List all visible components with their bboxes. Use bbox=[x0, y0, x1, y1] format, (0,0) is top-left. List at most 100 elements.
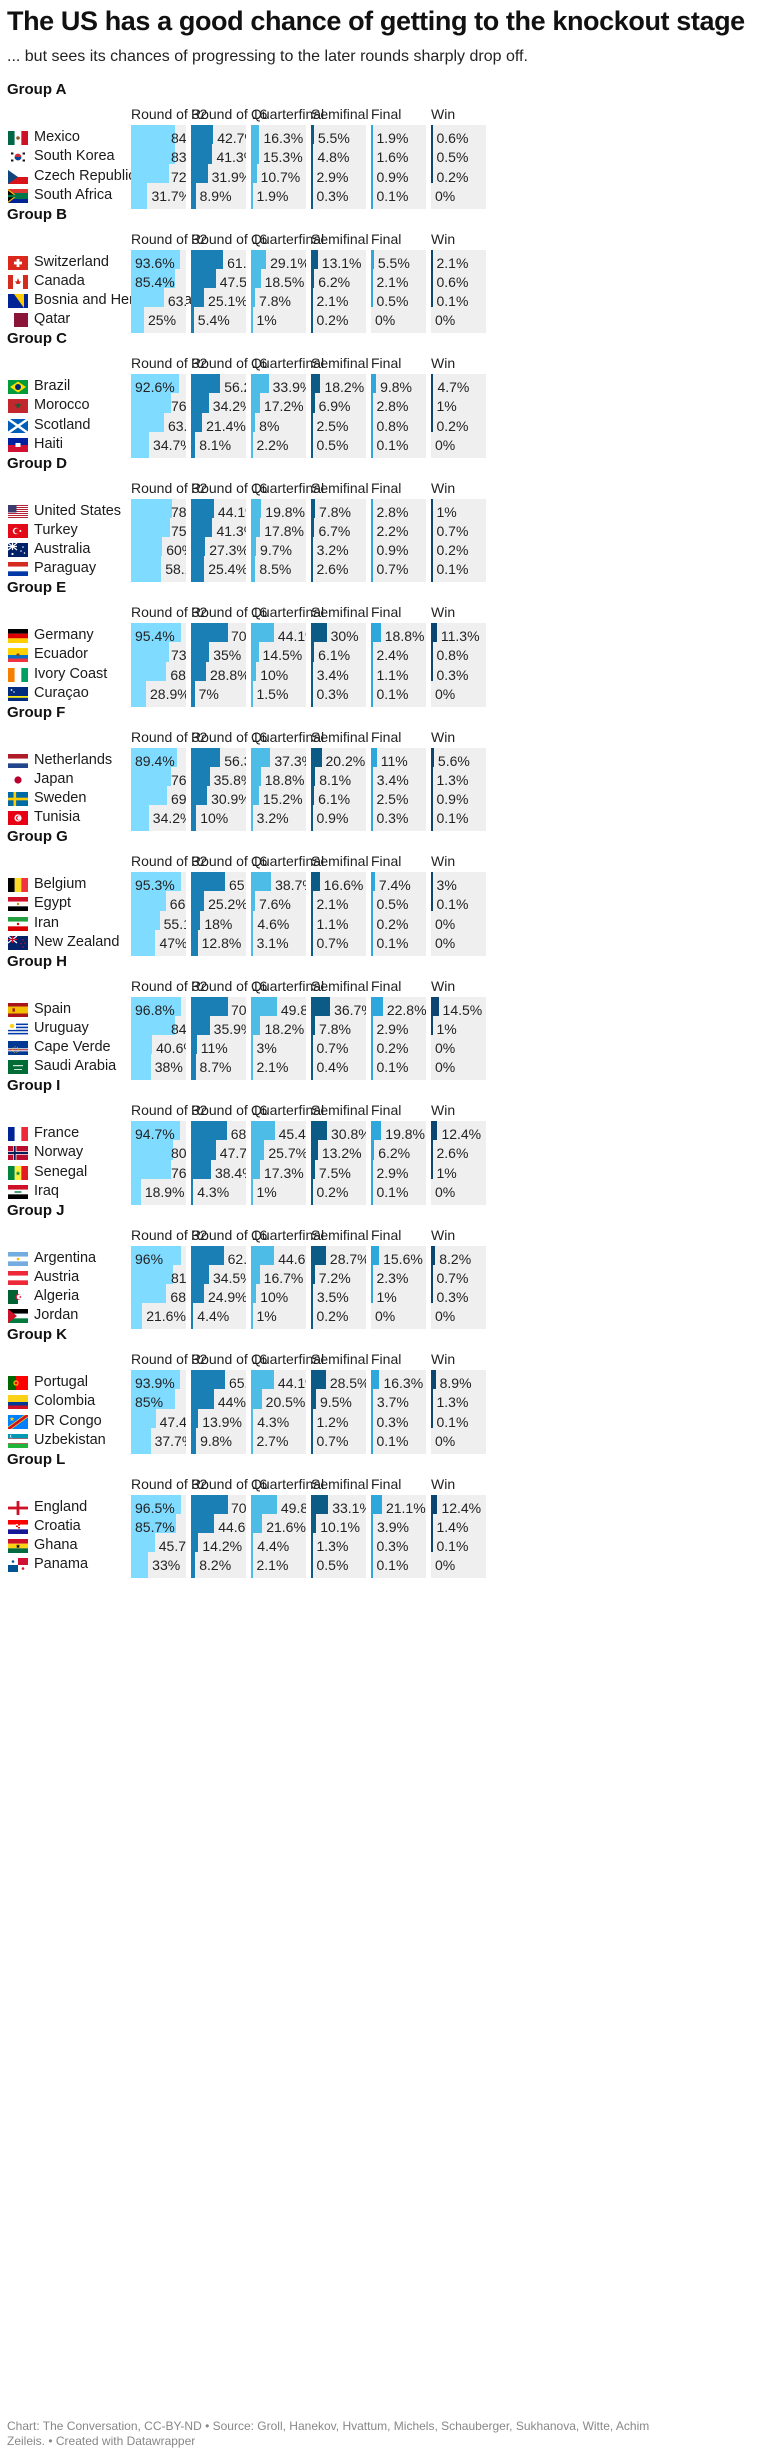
value-label: 1.3% bbox=[316, 1538, 349, 1555]
team-name: Tunisia bbox=[34, 809, 81, 826]
value-bar bbox=[431, 249, 433, 276]
cell-round-of-16: 31.9% bbox=[191, 163, 246, 190]
value-bar bbox=[131, 929, 156, 956]
cell-round-of-16: 25.4% bbox=[191, 556, 246, 583]
netherlands-flag bbox=[8, 753, 28, 768]
value-label: 44.6% bbox=[278, 1250, 306, 1267]
column-header-quarterfinal: Quarterfinal bbox=[251, 1351, 325, 1367]
value-label: 6.2% bbox=[378, 1145, 411, 1162]
value-label: 3.5% bbox=[316, 1289, 349, 1306]
value-label: 66.9% bbox=[169, 896, 186, 913]
value-label: 37.3% bbox=[274, 752, 306, 769]
value-label: 84% bbox=[171, 130, 186, 146]
column-header-win: Win bbox=[431, 977, 456, 994]
team-name: England bbox=[34, 1498, 88, 1515]
value-label: 41.3% bbox=[216, 522, 246, 539]
value-bar bbox=[371, 517, 373, 544]
column-header-win: Win bbox=[431, 728, 456, 745]
scotland-flag bbox=[8, 418, 28, 433]
cell-round-of-32: 18.9% bbox=[131, 1178, 186, 1205]
value-label: 31.7% bbox=[151, 187, 186, 204]
cell-round-of-16: 8.9% bbox=[191, 182, 246, 209]
team-name: Egypt bbox=[34, 895, 72, 912]
cell-semifinal: 0.3% bbox=[311, 680, 366, 707]
value-label: 8.1% bbox=[319, 771, 352, 788]
value-bar bbox=[251, 163, 257, 190]
cell-final: 0.1% bbox=[371, 929, 426, 956]
value-label: 38.7% bbox=[275, 877, 306, 893]
value-bar bbox=[311, 1054, 313, 1081]
value-label: 3% bbox=[256, 1040, 277, 1057]
column-header-final: Final bbox=[371, 853, 402, 869]
value-label: 35.8% bbox=[213, 771, 246, 788]
value-label: 0.1% bbox=[436, 810, 469, 827]
belgium-flag bbox=[8, 878, 28, 892]
cell-quarterfinal: 1.5% bbox=[251, 680, 306, 707]
value-label: 1% bbox=[256, 1308, 277, 1325]
team-name: South Africa bbox=[34, 186, 113, 203]
value-label: 0.1% bbox=[376, 187, 409, 204]
value-label: 18.8% bbox=[264, 771, 305, 788]
value-bar bbox=[371, 1370, 380, 1396]
value-bar bbox=[191, 929, 198, 956]
switzerland-flag bbox=[8, 255, 28, 270]
value-bar bbox=[251, 182, 253, 209]
value-label: 19.8% bbox=[265, 503, 305, 520]
value-label: 2.1% bbox=[316, 896, 349, 913]
cell-final: 0.1% bbox=[371, 1552, 426, 1579]
value-bar bbox=[431, 891, 433, 918]
value-bar bbox=[251, 1427, 253, 1454]
value-bar bbox=[191, 1303, 194, 1330]
team-name: Iraq bbox=[34, 1182, 59, 1199]
team-name: United States bbox=[34, 502, 122, 519]
value-bar bbox=[251, 1513, 263, 1540]
team-name: Canada bbox=[34, 272, 85, 289]
value-label: 1% bbox=[436, 398, 457, 415]
value-bar bbox=[311, 374, 321, 400]
value-bar bbox=[371, 1533, 373, 1560]
cell-round-of-32: 58.1% bbox=[131, 556, 186, 583]
value-label: 3.1% bbox=[256, 934, 289, 951]
value-label: 0.1% bbox=[376, 1059, 409, 1076]
argentina-flag bbox=[8, 1251, 28, 1266]
value-label: 3.7% bbox=[376, 1394, 409, 1411]
value-label: 0% bbox=[435, 934, 456, 951]
value-bar bbox=[431, 1494, 438, 1521]
cell-win: 12.4% bbox=[431, 1121, 486, 1147]
value-label: 0.7% bbox=[316, 1432, 349, 1449]
value-label: 4.8% bbox=[317, 149, 350, 166]
value-bar bbox=[311, 307, 313, 334]
value-bar bbox=[371, 929, 373, 956]
value-label: 21.6% bbox=[146, 1308, 186, 1325]
value-label: 85.4% bbox=[135, 273, 175, 290]
cell-quarterfinal: 8.5% bbox=[251, 556, 306, 583]
value-label: 1.9% bbox=[256, 187, 289, 204]
cell-win: 0% bbox=[431, 182, 486, 209]
value-label: 3.4% bbox=[316, 666, 349, 683]
value-label: 17.3% bbox=[263, 1164, 304, 1181]
value-label: 8.9% bbox=[199, 187, 232, 204]
value-label: 63.4% bbox=[167, 417, 186, 434]
team-name: Haiti bbox=[34, 435, 64, 452]
value-bar bbox=[311, 929, 313, 956]
cell-semifinal: 0.3% bbox=[311, 182, 366, 209]
column-header-quarterfinal: Quarterfinal bbox=[251, 1102, 325, 1118]
group-title: Group F bbox=[7, 703, 66, 721]
value-bar bbox=[371, 1015, 373, 1042]
value-bar bbox=[131, 182, 148, 209]
value-bar bbox=[311, 144, 314, 171]
value-bar bbox=[431, 374, 434, 400]
chart-subtitle: ... but sees its chances of progressing … bbox=[7, 48, 528, 65]
cell-round-of-32: 31.7% bbox=[131, 182, 186, 209]
column-header-semifinal: Semifinal bbox=[311, 1351, 369, 1367]
value-label: 0.5% bbox=[436, 149, 469, 166]
value-label: 0.1% bbox=[376, 685, 409, 702]
cell-round-of-32: 25% bbox=[131, 307, 186, 334]
value-label: 1% bbox=[436, 1164, 457, 1181]
value-label: 0.2% bbox=[436, 417, 469, 434]
column-header-final: Final bbox=[371, 1226, 402, 1243]
value-label: 49.8% bbox=[280, 1499, 306, 1516]
value-bar bbox=[431, 1121, 438, 1147]
column-header-round-of-32: Round of 32 bbox=[131, 230, 208, 247]
column-header-semifinal: Semifinal bbox=[311, 1475, 369, 1492]
